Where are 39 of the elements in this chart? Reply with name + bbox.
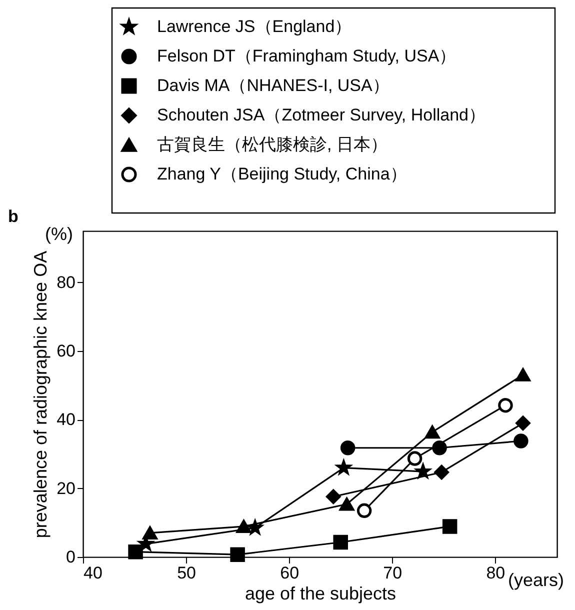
- point: [236, 520, 252, 534]
- point: [498, 398, 513, 413]
- point: [326, 489, 341, 504]
- y-tick-label: 60: [56, 342, 76, 361]
- point: [407, 451, 422, 466]
- text: b: [8, 207, 18, 226]
- point: [339, 498, 354, 511]
- x-tick-label: 40: [84, 564, 102, 582]
- text: (years): [508, 570, 564, 590]
- point: [434, 464, 449, 480]
- legend-label: Zhang Y（Beijing Study, China）: [157, 164, 407, 184]
- x-tick-label: 70: [383, 564, 402, 582]
- y-tick-label: 80: [56, 272, 76, 292]
- x-tick-label: 60: [280, 564, 300, 582]
- y-tick-label: 20: [56, 478, 76, 498]
- point: [128, 544, 143, 560]
- point: [356, 503, 372, 518]
- point: [340, 440, 356, 456]
- x-tick-label: 50: [177, 564, 196, 582]
- legend-label: 古賀良生（松代膝検診, 日本）: [157, 135, 388, 154]
- text: (%): [45, 224, 73, 244]
- legend-label: Davis MA（NHANES-I, USA）: [157, 76, 390, 95]
- point: [432, 440, 447, 456]
- y-tick-label: 0: [66, 548, 76, 566]
- point: [514, 434, 528, 448]
- y-tick-label: 40: [56, 410, 76, 430]
- point: [442, 519, 458, 534]
- point: [333, 534, 348, 550]
- y-axis-title: prevalence of radiographic knee OA: [30, 250, 51, 538]
- legend-label: Felson DT（Framingham Study, USA）: [157, 46, 456, 66]
- point: [230, 547, 245, 562]
- x-tick-label: 80: [486, 564, 506, 582]
- point: [516, 368, 530, 382]
- x-axis-title: age of the subjects: [244, 584, 396, 604]
- legend-label: Lawrence JS（England）: [157, 17, 352, 36]
- point: [516, 416, 530, 431]
- point: [142, 526, 158, 540]
- legend-label: Schouten JSA（Zotmeer Survey, Holland）: [157, 106, 486, 124]
- point: [424, 426, 440, 439]
